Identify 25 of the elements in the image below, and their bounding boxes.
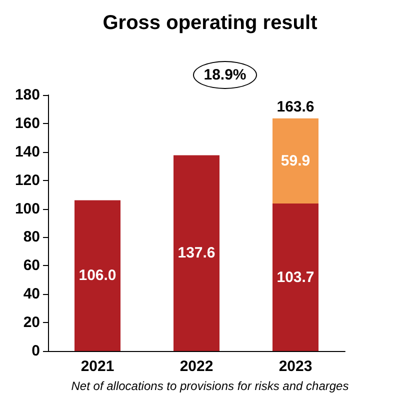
y-tick-label: 140 xyxy=(14,143,40,160)
x-tick-label: 2023 xyxy=(278,358,312,375)
y-tick-label: 40 xyxy=(23,286,40,303)
x-tick-label: 2022 xyxy=(180,358,214,375)
y-tick-label: 100 xyxy=(14,200,40,218)
bar xyxy=(272,204,318,351)
total-label: 163.6 xyxy=(276,98,314,116)
text: Net of allocations to provisions for risks and charges xyxy=(71,379,349,393)
data-label: 59.9 xyxy=(280,152,310,170)
x-tick-label: 2021 xyxy=(80,358,114,375)
bar xyxy=(74,200,120,351)
y-tick-label: 60 xyxy=(23,257,40,274)
bar xyxy=(174,155,220,351)
data-label: 103.7 xyxy=(276,268,314,286)
data-label: 137.6 xyxy=(178,244,216,262)
y-tick-label: 0 xyxy=(32,342,40,360)
y-tick-label: 120 xyxy=(14,172,40,189)
data-label: 106.0 xyxy=(78,267,116,284)
text: 18.9% xyxy=(204,66,246,84)
y-tick-label: 80 xyxy=(23,228,40,246)
y-tick-label: 20 xyxy=(23,314,40,332)
bar xyxy=(272,118,318,204)
chart-title: Gross operating result xyxy=(102,12,318,34)
y-tick-label: 160 xyxy=(14,114,40,132)
y-tick-label: 180 xyxy=(14,86,40,104)
